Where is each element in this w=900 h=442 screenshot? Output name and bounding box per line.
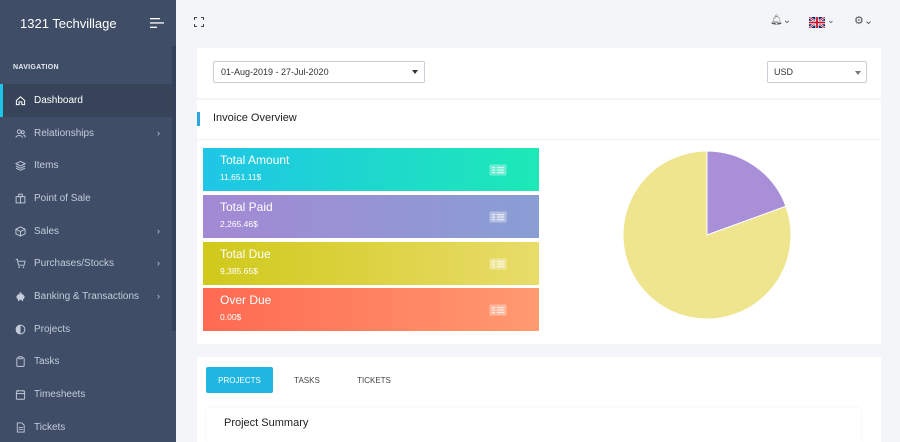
project-summary-title: Project Summary [224,417,309,429]
notifications-bell-icon[interactable]: 🔔︎⌄ [770,15,792,26]
stat-value: 2,265.46$ [220,219,258,229]
sidebar-item-sales[interactable]: Sales › [0,215,176,248]
tab-projects[interactable]: PROJECTS [206,367,273,393]
cart-icon [14,258,26,270]
filter-card: 01-Aug-2019 - 27-Jul-2020 USD [197,48,881,98]
currency-select[interactable]: USD [767,61,867,83]
sidebar-scrollbar[interactable] [172,46,176,331]
sidebar-item-tickets[interactable]: Tickets [0,411,176,442]
stat-total-amount: Total Amount 11,651.11$ [203,148,539,191]
sidebar-item-point-of-sale[interactable]: Point of Sale [0,182,176,215]
sidebar-item-label: Sales [34,225,60,237]
stat-total-due: Total Due 9,385.65$ [203,242,539,285]
invoice-header: Invoice Overview [197,100,881,140]
fullscreen-icon[interactable] [194,17,204,27]
sidebar-item-label: Banking & Transactions [34,290,140,302]
invoice-title: Invoice Overview [213,112,297,124]
stat-label: Total Amount [220,153,290,167]
sidebar-item-label: Timesheets [34,389,86,401]
chevron-right-icon: › [157,291,160,302]
caret-down-icon [855,71,861,75]
sidebar-item-label: Point of Sale [34,192,91,204]
sidebar-item-items[interactable]: Items [0,149,176,182]
pie-slice-total-due[interactable] [622,150,792,320]
menu-toggle-icon[interactable] [150,17,164,29]
sidebar-item-label: Tasks [34,356,60,368]
nav-list: Dashboard Relationships › Items Point of… [0,84,176,442]
sidebar-item-relationships[interactable]: Relationships › [0,117,176,150]
settings-gear-icon[interactable]: ⚙⌄ [854,15,874,27]
stat-label: Total Paid [220,200,273,214]
topbar: 🔔︎⌄ ⌄ ⚙⌄ [176,0,900,46]
sidebar-item-dashboard[interactable]: Dashboard [0,84,176,117]
currency-value: USD [774,67,794,77]
sidebar-item-projects[interactable]: Projects [0,313,176,346]
chevron-right-icon: › [157,258,160,269]
sidebar-item-purchases-stocks[interactable]: Purchases/Stocks › [0,247,176,280]
half-circle-icon [14,323,26,335]
stat-value: 11,651.11$ [220,172,262,182]
stat-total-paid: Total Paid 2,265.46$ [203,195,539,238]
sidebar: 1321 Techvillage NAVIGATION Dashboard Re… [0,0,176,442]
invoice-overview-card: Invoice Overview Total Amount 11,651.11$… [197,100,881,344]
layers-icon [14,160,26,172]
pie-slice-total-paid[interactable] [706,150,787,236]
sidebar-item-label: Purchases/Stocks [34,258,115,270]
header-accent-bar [197,112,200,126]
nav-heading: NAVIGATION [13,64,59,71]
uk-flag-icon[interactable] [809,17,825,28]
caret-down-icon [412,70,418,74]
stat-label: Over Due [220,293,272,307]
tab-tickets[interactable]: TICKETS [357,375,391,385]
clipboard-icon [14,356,26,368]
stat-value: 9,385.65$ [220,266,258,276]
tabs-card: PROJECTS TASKS TICKETS Project Summary [197,357,881,442]
home-icon [14,94,26,106]
brand: 1321 Techvillage [0,0,176,46]
sidebar-item-tasks[interactable]: Tasks [0,346,176,379]
stat-label: Total Due [220,247,271,261]
box-icon [14,225,26,237]
sidebar-item-label: Items [34,160,59,172]
sidebar-item-label: Projects [34,323,71,335]
stat-value: 0.00$ [220,312,242,322]
invoice-card-icon [489,304,507,316]
invoice-pie-chart[interactable] [617,150,797,322]
register-icon [14,192,26,204]
sidebar-item-timesheets[interactable]: Timesheets [0,378,176,411]
sidebar-item-label: Tickets [34,421,66,433]
app-title: 1321 Techvillage [20,15,117,31]
chevron-right-icon: › [157,225,160,236]
date-range-value: 01-Aug-2019 - 27-Jul-2020 [221,67,329,77]
stat-over-due: Over Due 0.00$ [203,288,539,331]
chevron-right-icon: › [157,127,160,138]
date-range-select[interactable]: 01-Aug-2019 - 27-Jul-2020 [213,61,425,83]
sidebar-item-banking-transactions[interactable]: Banking & Transactions › [0,280,176,313]
file-icon [14,421,26,433]
invoice-card-icon [489,164,507,176]
tab-tasks[interactable]: TASKS [294,375,320,385]
sidebar-item-label: Dashboard [34,94,83,106]
invoice-card-icon [489,211,507,223]
language-chevron-down-icon[interactable]: ⌄ [827,15,835,25]
users-icon [14,127,26,139]
project-summary-panel: Project Summary [207,408,861,442]
invoice-card-icon [489,258,507,270]
clock-icon [14,389,26,401]
piggy-bank-icon [14,290,26,302]
sidebar-item-label: Relationships [34,127,95,139]
